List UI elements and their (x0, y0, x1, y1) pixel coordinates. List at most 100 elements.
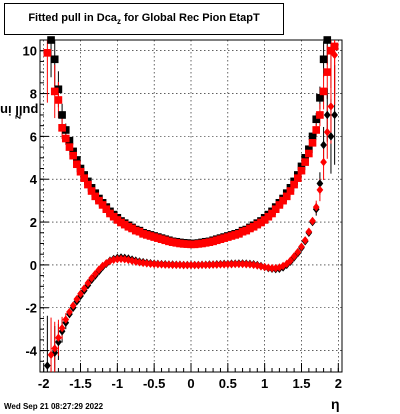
data-point-diamond (73, 294, 81, 304)
data-point-diamond (198, 260, 206, 270)
data-point-square (76, 167, 85, 176)
data-point-square (323, 68, 332, 76)
data-point-diamond (224, 260, 232, 269)
data-point-square (54, 96, 63, 104)
chart-title-rest: for Global Rec Pion EtapT (120, 12, 260, 24)
data-point-square (312, 115, 321, 124)
data-point-diamond (195, 260, 202, 270)
y-axis-label-main: pull in Dca (0, 102, 39, 118)
data-point-diamond (323, 127, 331, 137)
data-point-square (323, 36, 332, 44)
x-tick-label: 2 (335, 376, 342, 391)
data-point-square (297, 166, 306, 175)
data-point-square (294, 174, 302, 182)
data-point-diamond (202, 260, 210, 270)
data-point-diamond (47, 350, 55, 360)
data-point-square (305, 145, 313, 154)
data-point-square (271, 205, 280, 214)
chart-title-main: Fitted pull in Dca (28, 12, 117, 24)
data-point-diamond (290, 252, 298, 261)
data-point-diamond (172, 260, 180, 270)
data-point-diamond (113, 254, 121, 264)
data-point-square (330, 42, 339, 51)
data-point-diamond (88, 273, 95, 283)
data-point-square (98, 201, 107, 209)
x-tick-labels: -2 -1.5 -1 -0.5 0 0.5 1 1.5 2 (38, 376, 342, 391)
data-point-diamond (320, 157, 327, 167)
data-point-diamond (55, 333, 62, 342)
data-point-diamond (125, 255, 132, 265)
x-tick-label: -2 (38, 376, 50, 391)
data-point-square (91, 192, 100, 201)
data-point-square (279, 196, 287, 205)
y-tick-label: 4 (30, 172, 38, 187)
data-point-diamond (231, 259, 239, 269)
data-point-diamond (287, 256, 294, 265)
data-point-diamond (228, 260, 235, 269)
data-point-diamond (154, 260, 162, 269)
data-point-diamond (268, 263, 276, 273)
data-point-square (50, 87, 59, 96)
y-tick-label: 10 (23, 44, 37, 59)
x-tick-label: -0.5 (143, 376, 165, 391)
data-point-square (80, 174, 88, 182)
data-point-square (316, 111, 324, 119)
data-point-diamond (309, 216, 316, 226)
data-point-square (58, 124, 66, 132)
data-point-diamond (320, 140, 327, 150)
data-point-diamond (217, 260, 224, 269)
data-point-diamond (239, 259, 246, 269)
data-point-diamond (264, 263, 272, 272)
data-point-square (47, 36, 55, 44)
data-point-square (282, 192, 291, 201)
y-tick-labels: -4 -2 0 2 4 6 8 10 (23, 44, 38, 359)
data-point-diamond (327, 132, 335, 141)
data-point-square (69, 147, 77, 156)
data-point-square (65, 143, 74, 151)
data-point-diamond (143, 259, 151, 268)
data-point-diamond (298, 242, 305, 251)
data-point-square (308, 132, 317, 141)
data-point-diamond (294, 247, 302, 257)
data-point-diamond (165, 260, 173, 269)
x-tick-label: 1 (261, 376, 268, 391)
data-point-square (312, 126, 321, 134)
data-point-diamond (312, 202, 320, 212)
y-tick-label: 0 (30, 258, 37, 273)
data-point-square (301, 154, 309, 162)
data-point-diamond (331, 50, 338, 60)
data-point-diamond (51, 344, 59, 353)
data-point-diamond (316, 179, 324, 188)
data-point-diamond (316, 185, 324, 195)
data-point-square (319, 87, 328, 96)
x-tick-label: -1 (112, 376, 124, 391)
data-point-diamond (235, 259, 243, 269)
y-tick-label: 8 (30, 87, 37, 102)
data-point-square (102, 205, 111, 214)
x-tick-label: -1.5 (69, 376, 91, 391)
data-point-square (43, 49, 52, 57)
x-tick-label: 1.5 (292, 376, 310, 391)
data-point-diamond (331, 110, 338, 120)
axis-ticks (40, 39, 339, 373)
data-point-diamond (327, 102, 335, 111)
data-point-diamond (158, 260, 165, 269)
chart-title-subscript: z (116, 17, 121, 26)
data-point-square (305, 149, 313, 158)
plot-frame (39, 39, 343, 373)
data-point-diamond (77, 289, 84, 299)
data-point-diamond (161, 260, 169, 269)
data-point-diamond (206, 260, 213, 270)
data-point-diamond (69, 301, 77, 310)
chart-title: Fitted pull in Dcaz for Global Rec Pion … (5, 12, 283, 26)
data-point-square (50, 55, 59, 64)
data-point-square (84, 180, 92, 189)
y-tick-label: 2 (30, 215, 37, 230)
data-point-diamond (191, 260, 199, 270)
data-point-diamond (44, 361, 51, 370)
data-point-diamond (323, 110, 331, 120)
data-point-diamond (66, 307, 73, 317)
data-point-diamond (272, 263, 280, 273)
data-point-diamond (187, 260, 195, 270)
x-tick-label: 0.5 (219, 376, 237, 391)
